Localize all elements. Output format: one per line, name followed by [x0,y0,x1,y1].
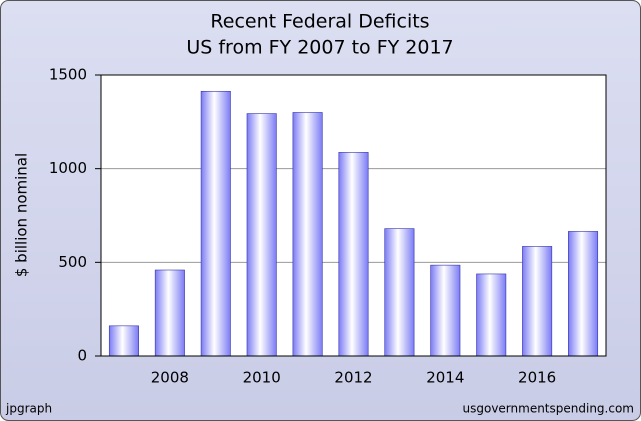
y-tick-label: 1000 [49,159,87,177]
bar [246,113,277,357]
bar [154,269,185,357]
bar [522,246,553,357]
credit-left: jpgraph [5,402,52,416]
bar [384,228,415,357]
bar [108,325,139,357]
x-tick-label: 2008 [151,369,189,387]
x-tick-label: 2014 [426,369,464,387]
y-tick-label: 0 [77,347,87,365]
x-tick-label: 2016 [518,369,556,387]
bar [200,90,231,357]
bar [292,112,323,357]
y-tick-label: 1500 [49,66,87,84]
chart-title: Recent Federal Deficits [210,11,429,33]
chart-subtitle: US from FY 2007 to FY 2017 [186,37,453,59]
y-axis-label: $ billion nominal [13,153,31,277]
x-tick-label: 2012 [334,369,372,387]
y-tick-label: 500 [58,253,87,271]
bar [568,231,599,357]
x-tick-label: 2010 [243,369,281,387]
credit-right: usgovernmentspending.com [463,402,635,416]
bar [476,273,507,357]
bar [430,264,461,357]
plot-border [100,74,607,357]
bar [338,152,369,357]
